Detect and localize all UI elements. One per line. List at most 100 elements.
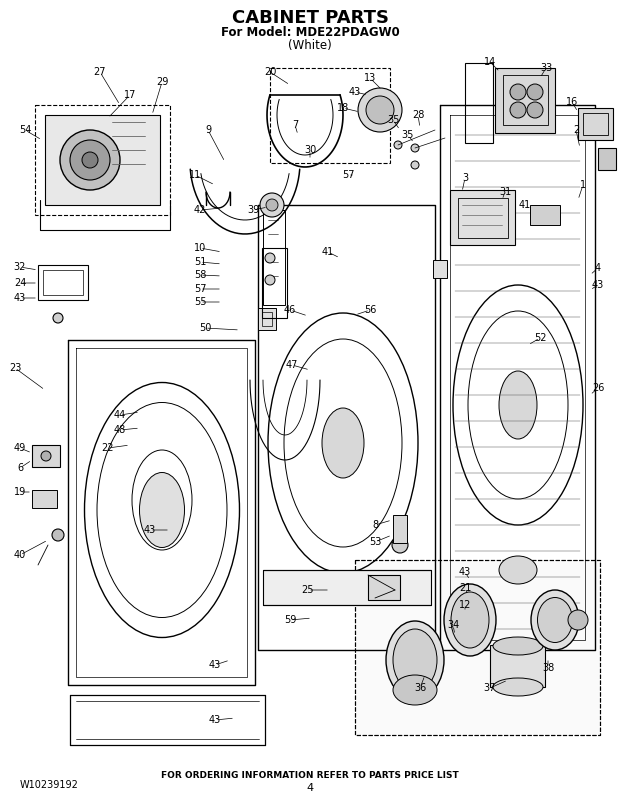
Text: 28: 28 xyxy=(412,110,424,120)
Text: 50: 50 xyxy=(199,323,211,333)
Text: 51: 51 xyxy=(194,257,206,267)
Bar xyxy=(258,308,276,330)
Bar xyxy=(262,312,272,326)
Text: 23: 23 xyxy=(9,363,21,373)
Circle shape xyxy=(265,253,275,263)
Text: 32: 32 xyxy=(14,262,26,272)
Bar xyxy=(355,560,600,735)
Circle shape xyxy=(260,193,284,217)
Bar xyxy=(458,198,508,238)
Bar xyxy=(45,115,160,205)
Text: 19: 19 xyxy=(14,487,26,497)
Bar xyxy=(450,190,515,245)
Circle shape xyxy=(527,84,543,100)
Bar xyxy=(355,560,600,735)
Circle shape xyxy=(82,152,98,168)
Circle shape xyxy=(60,130,120,190)
Circle shape xyxy=(358,88,402,132)
Ellipse shape xyxy=(493,678,543,696)
Ellipse shape xyxy=(538,597,572,642)
Bar xyxy=(490,645,545,687)
Bar xyxy=(393,515,407,543)
Ellipse shape xyxy=(499,556,537,584)
Text: 20: 20 xyxy=(264,67,276,77)
Text: 48: 48 xyxy=(114,425,126,435)
Text: 26: 26 xyxy=(592,383,604,393)
Ellipse shape xyxy=(531,590,579,650)
Circle shape xyxy=(266,199,278,211)
Text: 14: 14 xyxy=(484,57,496,67)
Text: 43: 43 xyxy=(14,293,26,303)
Circle shape xyxy=(366,96,394,124)
Text: 13: 13 xyxy=(364,73,376,83)
Bar xyxy=(598,148,616,170)
Bar xyxy=(43,270,83,295)
Ellipse shape xyxy=(499,371,537,439)
Bar xyxy=(530,205,560,225)
Text: 38: 38 xyxy=(542,663,554,673)
Bar xyxy=(465,63,493,143)
Text: 7: 7 xyxy=(292,120,298,130)
Text: 41: 41 xyxy=(519,200,531,210)
Text: CABINET PARTS: CABINET PARTS xyxy=(231,9,389,27)
Ellipse shape xyxy=(444,584,496,656)
Text: 4: 4 xyxy=(595,263,601,273)
Text: 54: 54 xyxy=(19,125,31,135)
Text: 43: 43 xyxy=(209,715,221,725)
Bar xyxy=(578,108,613,140)
Bar xyxy=(35,105,170,215)
Circle shape xyxy=(411,161,419,169)
Text: 57: 57 xyxy=(342,170,354,180)
Text: 40: 40 xyxy=(14,550,26,560)
Circle shape xyxy=(394,141,402,149)
Text: 33: 33 xyxy=(540,63,552,73)
Text: 43: 43 xyxy=(144,525,156,535)
Text: 39: 39 xyxy=(247,205,259,215)
Text: 12: 12 xyxy=(459,600,471,610)
Text: 55: 55 xyxy=(193,297,206,307)
Text: 37: 37 xyxy=(484,683,496,693)
Ellipse shape xyxy=(140,472,185,548)
Circle shape xyxy=(510,84,526,100)
Ellipse shape xyxy=(393,629,437,691)
Text: 57: 57 xyxy=(193,284,206,294)
Text: 25: 25 xyxy=(302,585,314,595)
Circle shape xyxy=(510,102,526,118)
Text: 31: 31 xyxy=(499,187,511,197)
Text: (White): (White) xyxy=(288,39,332,52)
Text: 21: 21 xyxy=(459,583,471,593)
Text: 34: 34 xyxy=(447,620,459,630)
Text: 30: 30 xyxy=(304,145,316,155)
Text: 49: 49 xyxy=(14,443,26,453)
Text: 18: 18 xyxy=(337,103,349,113)
Bar xyxy=(495,68,555,133)
Text: 58: 58 xyxy=(194,270,206,280)
Text: 46: 46 xyxy=(284,305,296,315)
Circle shape xyxy=(392,537,408,553)
Text: 29: 29 xyxy=(156,77,168,87)
Text: 59: 59 xyxy=(284,615,296,625)
Text: 1: 1 xyxy=(580,180,586,190)
Bar xyxy=(503,75,548,125)
Bar xyxy=(433,260,447,278)
Text: 11: 11 xyxy=(189,170,201,180)
Text: For Model: MDE22PDAGW0: For Model: MDE22PDAGW0 xyxy=(221,26,399,39)
Text: 36: 36 xyxy=(414,683,426,693)
Text: 43: 43 xyxy=(349,87,361,97)
Text: 27: 27 xyxy=(94,67,106,77)
Ellipse shape xyxy=(393,675,437,705)
Text: 17: 17 xyxy=(124,90,136,100)
Circle shape xyxy=(527,102,543,118)
Ellipse shape xyxy=(493,637,543,655)
Text: 42: 42 xyxy=(194,205,206,215)
Text: 3: 3 xyxy=(462,173,468,183)
Circle shape xyxy=(411,144,419,152)
Circle shape xyxy=(52,529,64,541)
Text: 53: 53 xyxy=(369,537,381,547)
Text: 16: 16 xyxy=(566,97,578,107)
Ellipse shape xyxy=(322,408,364,478)
Bar xyxy=(263,210,285,305)
Text: FOR ORDERING INFORMATION REFER TO PARTS PRICE LIST: FOR ORDERING INFORMATION REFER TO PARTS … xyxy=(161,771,459,780)
Ellipse shape xyxy=(451,592,489,648)
Text: 22: 22 xyxy=(102,443,114,453)
